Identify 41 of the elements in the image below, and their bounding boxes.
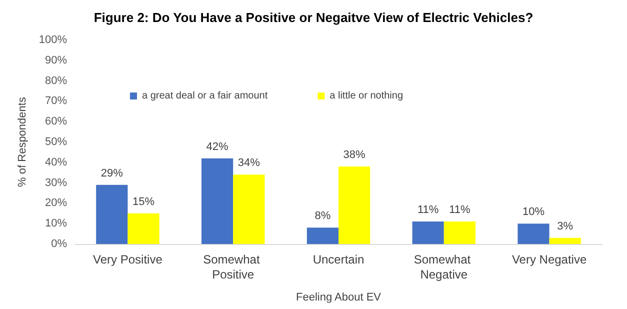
y-tick-label: 20%	[44, 197, 68, 210]
y-tick-label: 100%	[38, 34, 68, 46]
data-label: 38%	[343, 148, 366, 161]
y-axis-title: % of Respondents	[16, 96, 28, 187]
bar	[233, 174, 265, 244]
x-tick-label: Uncertain	[312, 252, 364, 266]
x-tick-label: Very Negative	[512, 252, 587, 266]
bar	[96, 184, 128, 244]
data-label: 15%	[132, 196, 155, 208]
y-tick-label: 60%	[44, 116, 68, 128]
y-tick-label: 90%	[44, 54, 68, 66]
data-label: 34%	[238, 157, 260, 170]
x-tick-label: Very Positive	[93, 252, 163, 266]
data-label: 3%	[557, 220, 574, 232]
data-label: 29%	[100, 167, 124, 180]
data-label: 8%	[314, 210, 331, 222]
bar	[518, 224, 550, 244]
legend-label: a little or nothing	[330, 90, 404, 102]
bar	[306, 228, 338, 244]
bar	[549, 238, 581, 244]
data-label: 11%	[449, 204, 471, 216]
y-tick-label: 30%	[44, 176, 68, 189]
bar	[201, 158, 234, 244]
y-tick-label: 80%	[44, 74, 68, 87]
bar	[444, 222, 476, 244]
data-label: 11%	[417, 204, 439, 216]
x-tick-label: Somewhat Negative	[414, 252, 474, 282]
bar	[338, 166, 370, 244]
x-tick-label: Somewhat Positive	[203, 252, 264, 282]
x-axis-title: Feeling About EV	[296, 292, 382, 304]
y-tick-label: 50%	[44, 136, 68, 148]
y-tick-label: 0%	[51, 238, 68, 250]
y-tick-label: 10%	[44, 218, 68, 230]
legend-label: a great deal or a fair amount	[142, 90, 268, 102]
data-label: 10%	[522, 206, 545, 218]
y-tick-label: 40%	[44, 156, 68, 168]
bar	[128, 213, 160, 244]
chart-title: Figure 2: Do You Have a Positive or Negaitve View of Electric Vehicles?	[94, 10, 534, 25]
data-label: 42%	[206, 140, 229, 153]
bar	[412, 222, 444, 244]
y-tick-label: 70%	[44, 95, 68, 108]
